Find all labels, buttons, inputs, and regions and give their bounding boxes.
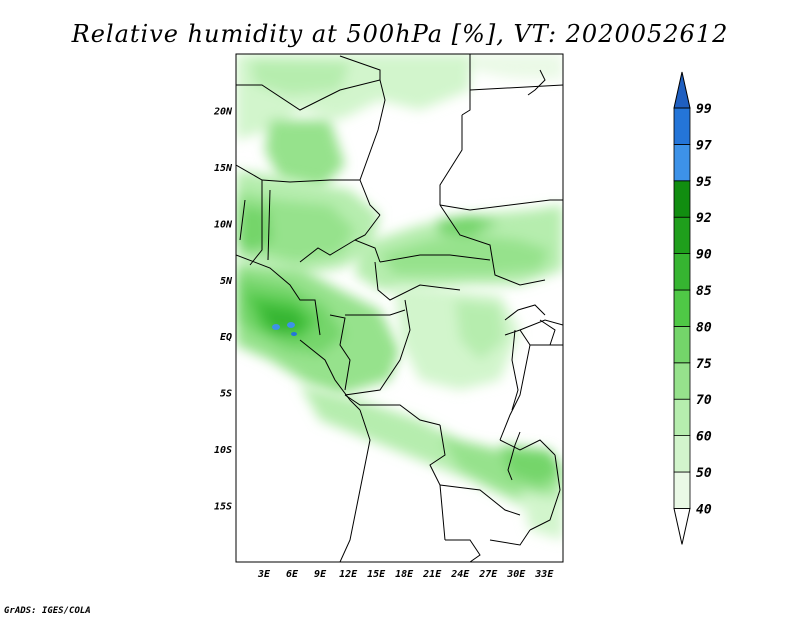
humidity-equatorial: [236, 262, 400, 395]
humidity-field: [236, 54, 563, 540]
humidity-central-band: [355, 205, 563, 290]
humidity-peak-spots: [272, 322, 297, 336]
colorbar-label: 90: [696, 248, 712, 263]
colorbar-segment: [673, 325, 691, 364]
colorbar-segment: [673, 362, 691, 400]
lon-label: 3E: [257, 569, 271, 580]
humidity-north-band: [236, 54, 563, 190]
lon-label: 12E: [339, 569, 358, 580]
colorbar-segment: [673, 435, 691, 473]
colorbar-label: 70: [696, 393, 712, 408]
latitude-labels: 20N 15N 10N 5N EQ 5S 10S 15S: [213, 106, 233, 512]
colorbar-label: 97: [696, 138, 712, 153]
lon-label: 18E: [395, 569, 414, 580]
map-title: Relative humidity at 500hPa [%], VT: 202…: [71, 20, 729, 48]
colorbar-label: 92: [696, 211, 712, 226]
colorbar-segment: [673, 398, 691, 437]
map-frame: [235, 53, 564, 563]
humidity-south-band: [300, 385, 563, 540]
colorbar-label: 75: [696, 357, 712, 372]
colorbar-label: 50: [696, 466, 712, 481]
colorbar-segment: [673, 216, 691, 254]
colorbar-label: 80: [696, 320, 712, 335]
lat-label: EQ: [220, 332, 232, 343]
lat-label: 5N: [220, 276, 233, 287]
colorbar-min-arrow: [673, 507, 691, 545]
colorbar-segment: [673, 107, 691, 145]
colorbar-segment: [673, 143, 691, 182]
lon-label: 33E: [534, 569, 554, 580]
lat-label: 20N: [213, 106, 233, 117]
humidity-congo: [395, 285, 520, 390]
longitude-labels: 3E 6E 9E 12E 15E 18E 21E 24E 27E 30E 33E: [257, 569, 554, 580]
colorbar-label: 85: [696, 284, 712, 299]
lat-label: 15S: [214, 502, 232, 513]
lat-label: 10S: [214, 445, 232, 456]
colorbar-segment: [673, 180, 691, 218]
humidity-west-region: [236, 170, 380, 275]
colorbar: 40 50 60 70 75 80 85 90 92 95 97 99: [673, 71, 712, 545]
colorbar-segment: [673, 471, 691, 509]
lon-label: 9E: [314, 569, 327, 580]
colorbar-segment: [673, 253, 691, 291]
grads-credit: GrADS: IGES/COLA: [4, 606, 91, 616]
colorbar-label: 95: [696, 175, 712, 190]
lon-label: 6E: [286, 569, 299, 580]
country-borders: [236, 54, 563, 562]
colorbar-label: 40: [696, 502, 712, 517]
colorbar-label: 60: [696, 430, 712, 445]
colorbar-max-arrow: [673, 71, 691, 109]
lon-label: 15E: [367, 569, 386, 580]
lat-label: 5S: [220, 389, 232, 400]
lon-label: 30E: [506, 569, 526, 580]
lat-label: 15N: [214, 163, 233, 174]
lat-label: 10N: [214, 219, 233, 230]
lon-label: 21E: [422, 569, 442, 580]
lon-label: 24E: [450, 569, 470, 580]
colorbar-label: 99: [696, 102, 712, 117]
colorbar-segment: [673, 289, 691, 327]
lon-label: 27E: [478, 569, 498, 580]
map-panel: 20N 15N 10N 5N EQ 5S 10S 15S 3E 6E 9E 12…: [213, 53, 564, 580]
